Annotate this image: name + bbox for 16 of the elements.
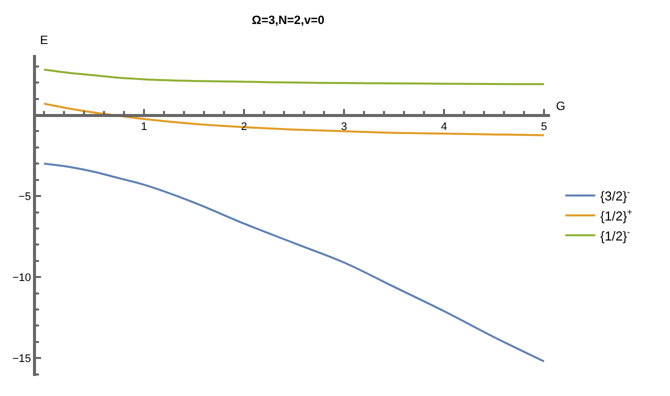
y-axis-title: E: [40, 33, 48, 47]
y-tick-label: −15: [12, 353, 32, 366]
x-tick-label: 1: [140, 120, 148, 133]
line-series: [43, 102, 545, 136]
legend-label: {1/2}$^{+}$: [600, 206, 632, 224]
line-series: [43, 68, 545, 86]
x-tick-label: 4: [440, 120, 448, 133]
x-tick-label: 5: [540, 120, 548, 133]
y-tick-label: −5: [18, 190, 32, 203]
x-tick-label: 3: [340, 120, 348, 133]
legend-label: {3/2}$^{-}$: [600, 187, 630, 204]
x-axis-title: G: [556, 99, 566, 113]
chart-title: Ω=3,N=2,v=0: [252, 13, 325, 28]
legend-label: {1/2}$^{-}$: [600, 226, 630, 244]
y-tick-label: −10: [12, 272, 32, 284]
line-series: [43, 162, 545, 362]
